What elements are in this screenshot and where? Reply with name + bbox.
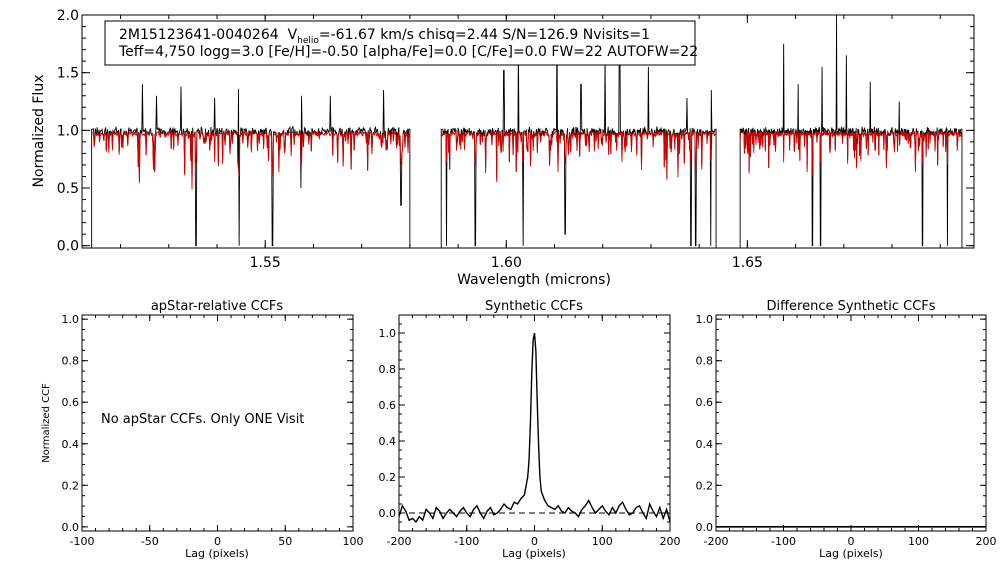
- difference-ccf-y-tick-label: 0.6: [696, 396, 714, 409]
- synthetic-ccf-x-tick-label: 100: [592, 535, 613, 548]
- synthetic-ccf-x-tick-label: -200: [387, 535, 412, 548]
- spectrum-y-tick-label: 1.0: [57, 123, 79, 139]
- spectrum-x-axis-label: Wavelength (microns): [457, 272, 611, 288]
- difference-ccf-x-tick-label: 0: [848, 535, 855, 548]
- difference-ccf-y-tick-label: 0.2: [696, 479, 714, 492]
- apstar-ccf-panel: apStar-relative CCFs -100 -50 0 50 100 0.0 0.2…: [41, 299, 364, 560]
- difference-ccf-x-tick-label: 200: [976, 535, 997, 548]
- synthetic-ccf-x-tick-label: 0: [531, 535, 538, 548]
- apstar-ccf-x-tick-label: -50: [141, 535, 159, 548]
- spectrum-series: [91, 14, 963, 248]
- synthetic-ccf-plot-frame: [398, 314, 671, 532]
- apstar-ccf-x-tick-label: -100: [70, 535, 95, 548]
- apstar-ccf-y-tick-label: 0.8: [62, 355, 80, 368]
- apstar-ccf-y-tick-label: 1.0: [62, 313, 80, 326]
- observed-spectrum-chip-3: [739, 14, 963, 248]
- spectrum-y-tick-label: 0.5: [57, 181, 79, 197]
- apstar-ccf-x-tick-label: 100: [343, 535, 364, 548]
- difference-ccf-title: Difference Synthetic CCFs: [766, 299, 935, 314]
- difference-ccf-axis-ticks: -200 -100 0 100 200 0.0 0.2 0.4 0.6 0.8 1.0: [696, 313, 997, 548]
- difference-ccf-y-tick-label: 0.8: [696, 355, 714, 368]
- difference-ccf-y-tick-label: 0.4: [696, 438, 714, 451]
- spectrum-x-tick-label: 1.60: [491, 255, 522, 271]
- synthetic-ccf-y-tick-label: 0.4: [379, 435, 397, 448]
- apstar-ccf-y-tick-label: 0.4: [62, 438, 80, 451]
- synthetic-ccf-y-tick-label: 0.6: [379, 399, 397, 412]
- model-spectrum-chip-1: [91, 130, 411, 190]
- spectrum-axis-ticks: 1.55 1.60 1.65 0.0 0.5 1.0 1.5 2.0: [57, 8, 974, 271]
- star-id: 2M15123641-0040264: [119, 27, 279, 43]
- spectrum-x-tick-label: 1.65: [732, 255, 763, 271]
- apstar-ccf-y-tick-label: 0.0: [62, 521, 80, 534]
- difference-ccf-y-tick-label: 0.0: [696, 521, 714, 534]
- synthetic-ccf-y-tick-label: 0.0: [379, 507, 397, 520]
- apstar-ccf-x-axis-label: Lag (pixels): [185, 547, 249, 560]
- spectrum-y-tick-label: 2.0: [57, 8, 79, 24]
- synthetic-ccf-x-tick-label: -100: [454, 535, 479, 548]
- difference-ccf-plot-frame: [715, 314, 987, 532]
- model-spectrum-chip-2: [440, 130, 717, 182]
- apstar-ccf-title: apStar-relative CCFs: [151, 299, 284, 314]
- spectrum-y-axis-label: Normalized Flux: [31, 75, 47, 188]
- difference-ccf-x-tick-label: -100: [771, 535, 796, 548]
- synthetic-ccf-y-tick-label: 0.8: [379, 363, 397, 376]
- v-helio-subscript: helio: [297, 36, 319, 46]
- apstar-ccf-axis-ticks: -100 -50 0 50 100 0.0 0.2 0.4 0.6 0.8 1.0: [62, 313, 364, 548]
- apstar-ccf-x-tick-label: 0: [214, 535, 221, 548]
- info-line-1-values: =-61.67 km/s chisq=2.44 S/N=126.9 Nvisit…: [319, 27, 650, 43]
- info-box-frame: [104, 20, 696, 66]
- difference-ccf-x-tick-label: 100: [908, 535, 929, 548]
- spectrum-plot-frame: [81, 14, 975, 249]
- info-line-1: 2M15123641-0040264 Vhelio=-61.67 km/s ch…: [119, 27, 650, 46]
- synthetic-ccf-y-tick-label: 1.0: [379, 327, 397, 340]
- spectrum-panel: 1.55 1.60 1.65 0.0 0.5 1.0 1.5 2.0 2M15123641-0…: [31, 8, 975, 288]
- apstar-ccf-x-tick-label: 50: [278, 535, 292, 548]
- apstar-ccf-y-tick-label: 0.2: [62, 479, 80, 492]
- synthetic-ccf-panel: Synthetic CCFs -200 -100 0 100 200 0.0 0.2 0.4 0…: [379, 299, 681, 560]
- spectrum-y-tick-label: 1.5: [57, 66, 79, 82]
- v-helio-symbol: V: [288, 27, 298, 43]
- spectrum-x-tick-label: 1.55: [250, 255, 281, 271]
- apstar-ccf-y-axis-label: Normalized CCF: [41, 383, 52, 463]
- model-spectrum-chip-3: [739, 130, 963, 177]
- difference-ccf-x-tick-label: -200: [704, 535, 729, 548]
- difference-ccf-panel: Difference Synthetic CCFs -200 -100 0 100 20…: [696, 299, 997, 560]
- difference-ccf-x-axis-label: Lag (pixels): [819, 547, 883, 560]
- synthetic-ccf-x-axis-label: Lag (pixels): [502, 547, 566, 560]
- synthetic-ccf-x-tick-label: 200: [660, 535, 681, 548]
- apstar-ccf-message: No apStar CCFs. Only ONE Visit: [101, 412, 304, 427]
- synthetic-ccf-series-line: [398, 332, 671, 524]
- difference-ccf-y-tick-label: 1.0: [696, 313, 714, 326]
- synthetic-ccf-title: Synthetic CCFs: [485, 299, 583, 314]
- synthetic-ccf-axis-ticks: -200 -100 0 100 200 0.0 0.2 0.4 0.6 0.8 1.0: [379, 314, 681, 548]
- apstar-ccf-y-tick-label: 0.6: [62, 396, 80, 409]
- synthetic-ccf-y-tick-label: 0.2: [379, 471, 397, 484]
- info-line-2: Teff=4,750 logg=3.0 [Fe/H]=-0.50 [alpha/…: [118, 44, 698, 60]
- spectrum-y-tick-label: 0.0: [57, 239, 79, 255]
- spectrum-info-box: 2M15123641-0040264 Vhelio=-61.67 km/s ch…: [104, 20, 698, 66]
